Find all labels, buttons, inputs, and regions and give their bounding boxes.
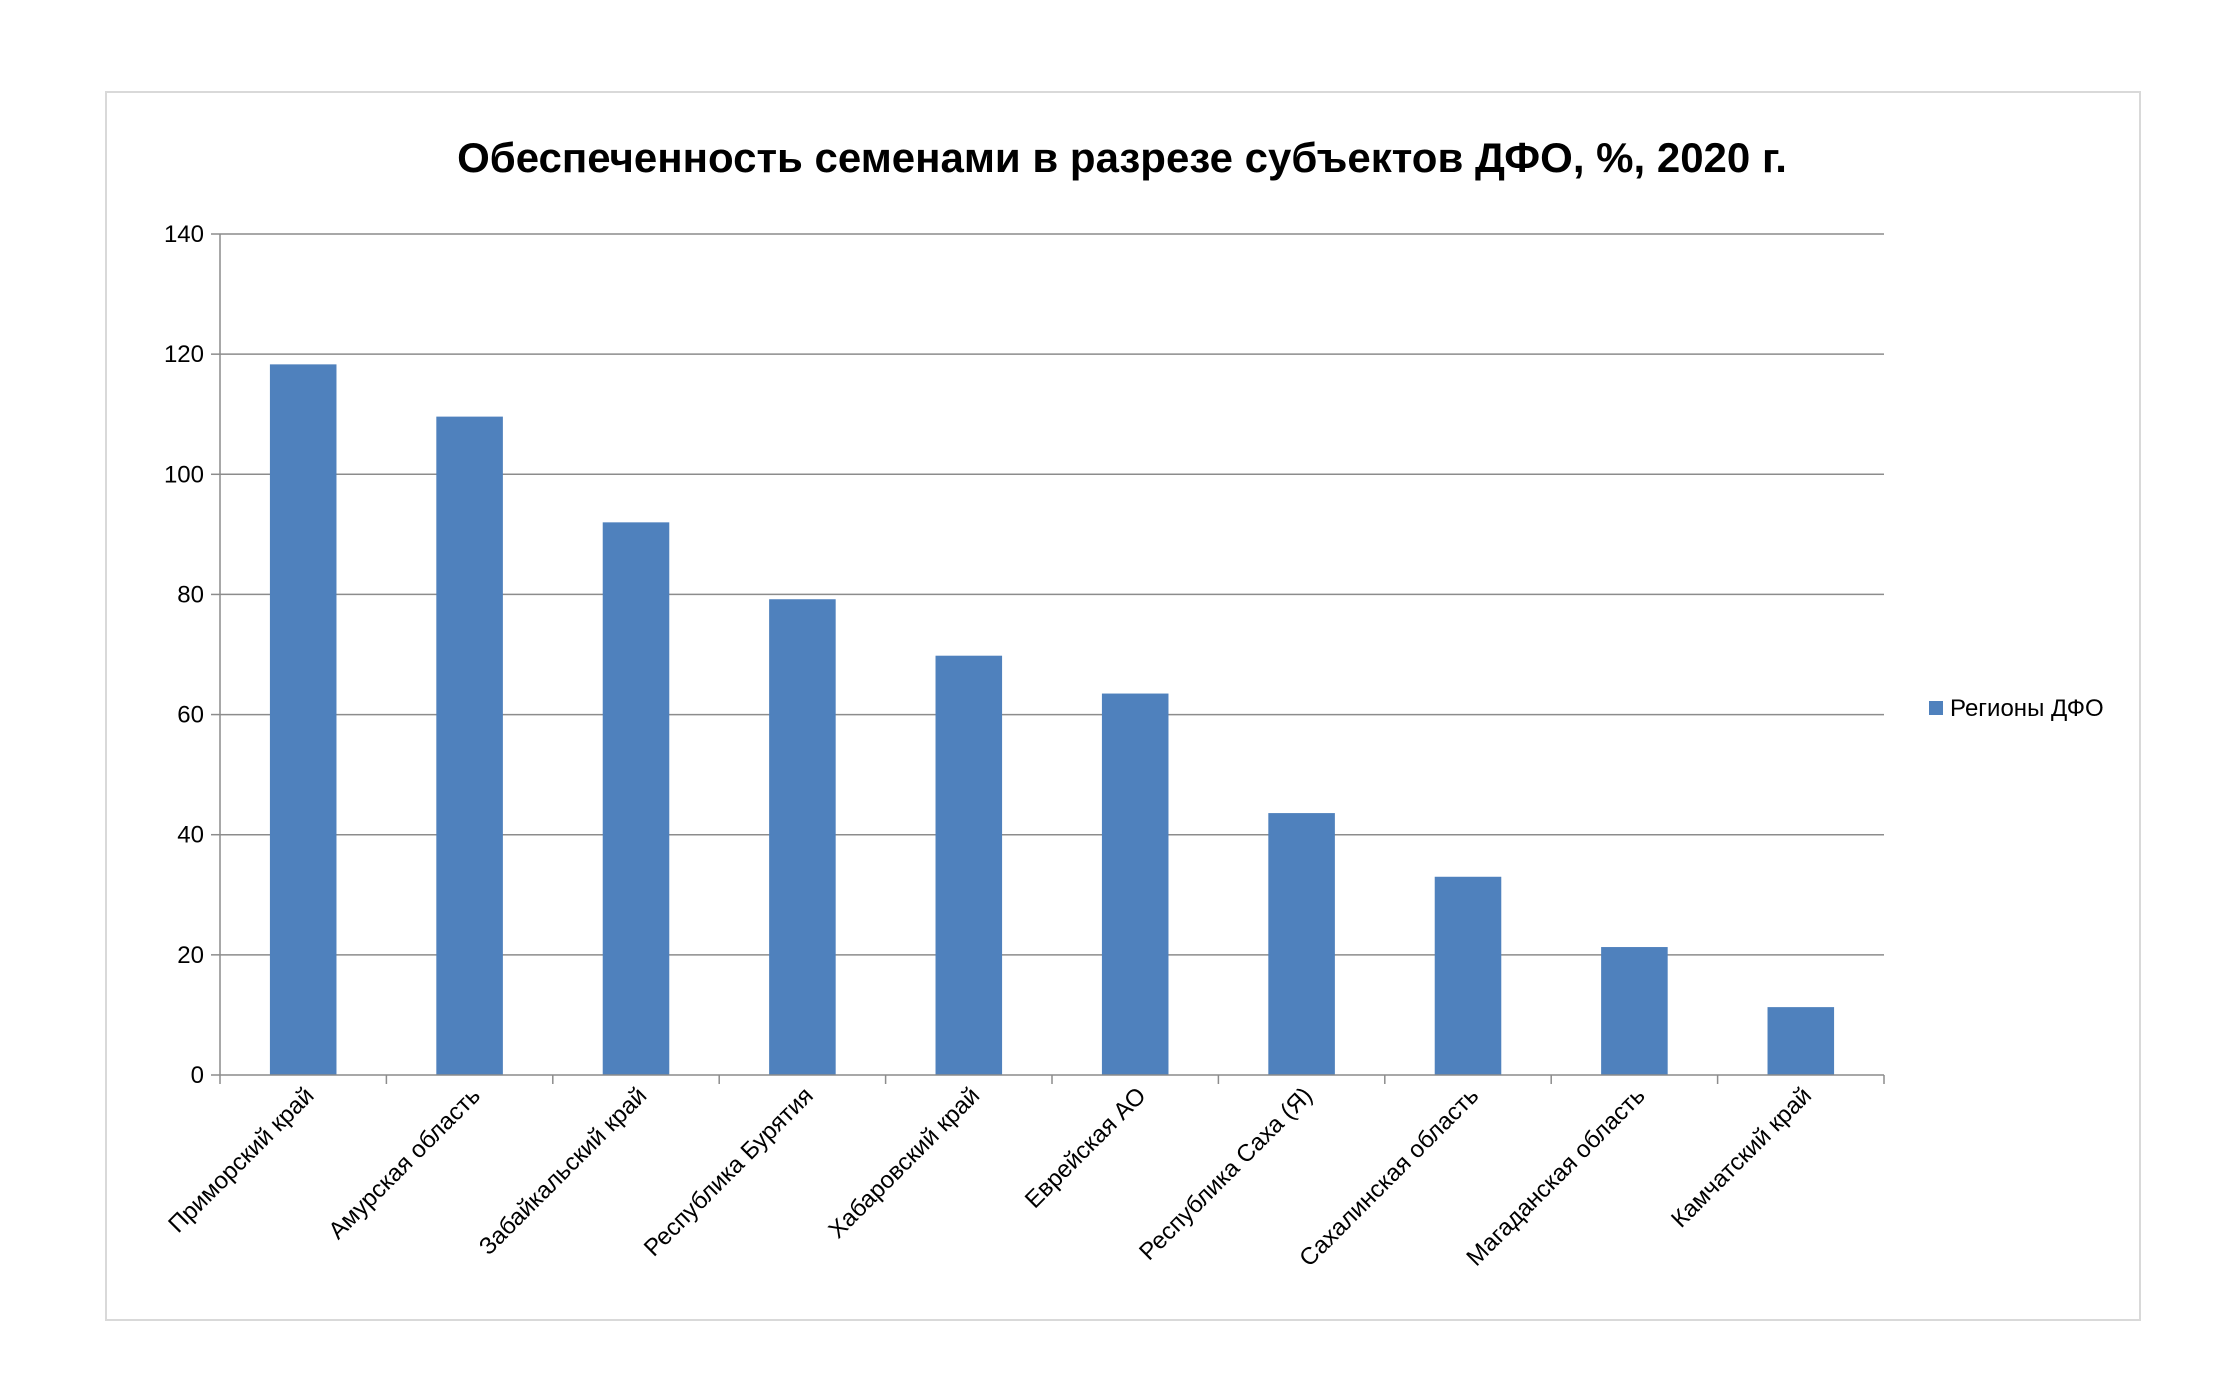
y-tick-label: 80 (177, 581, 204, 608)
axes (219, 234, 1885, 1084)
y-tick-label: 140 (164, 221, 204, 248)
y-tick-label: 100 (164, 461, 204, 488)
x-category-label: Еврейская АО (1020, 1082, 1152, 1214)
bar (1434, 876, 1502, 1075)
chart-title: Обеспеченность семенами в разрезе субъек… (457, 134, 1787, 181)
x-category-label: Республика Саха (Я) (1134, 1082, 1318, 1266)
legend-swatch (1929, 701, 1943, 715)
y-tick-label: 40 (177, 822, 204, 849)
x-category-labels: Приморский край Амурская областьЗабайкаль… (163, 1082, 1817, 1272)
x-category-label: Забайкальский край (474, 1082, 652, 1260)
legend-label: Регионы ДФО (1950, 695, 2104, 722)
y-tick-labels: 0 20 40 60 80 100 120 140 (164, 221, 204, 1089)
x-category-label: Республика Бурятия (639, 1082, 819, 1262)
x-category-label: Хабаровский край (823, 1082, 985, 1244)
x-category-label: Сахалинская область (1294, 1082, 1484, 1272)
bar (436, 416, 503, 1075)
bar (602, 522, 670, 1075)
x-category-label: Амурская область (323, 1082, 485, 1244)
x-category-label: Магаданская область (1461, 1082, 1650, 1271)
chart-frame: Обеспеченность семенами в разрезе субъек… (105, 91, 2141, 1321)
x-category-label: Приморский край (163, 1082, 319, 1238)
y-tick-label: 120 (164, 341, 204, 368)
x-category-label: Камчатский край (1666, 1082, 1817, 1233)
y-tick-label: 20 (177, 942, 204, 969)
y-tick-label: 60 (177, 702, 204, 729)
bar (935, 655, 1003, 1075)
bar-chart: Обеспеченность семенами в разрезе субъек… (163, 134, 2104, 1272)
bar (1268, 813, 1335, 1075)
bar (1101, 693, 1169, 1075)
bars (269, 364, 1835, 1076)
bar (269, 364, 337, 1076)
legend: Регионы ДФО (1929, 695, 2104, 722)
bar (769, 599, 836, 1075)
y-tick-label: 0 (191, 1062, 204, 1089)
bar (1601, 947, 1668, 1075)
bar (1767, 1007, 1835, 1075)
